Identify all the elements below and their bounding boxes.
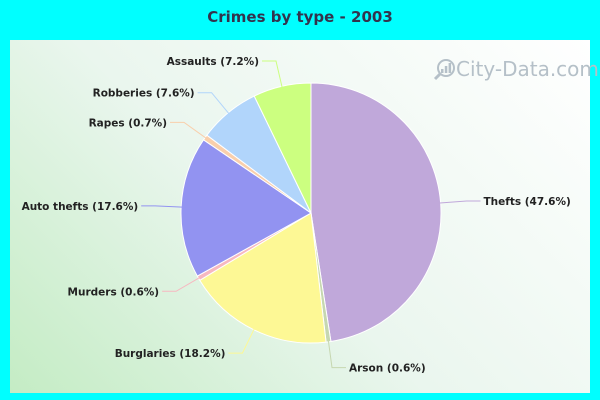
magnifier-chart-icon [433, 59, 455, 81]
slice-label: Auto thefts (17.6%) [22, 201, 139, 213]
watermark: City-Data.com [433, 57, 599, 81]
watermark-text: City-Data.com [456, 57, 599, 81]
leader-lines [141, 60, 481, 369]
leader-line [436, 200, 481, 204]
leader-line [228, 325, 257, 354]
slice-label: Murders (0.6%) [68, 286, 160, 298]
slice-label: Arson (0.6%) [349, 363, 426, 375]
pie-slice [310, 82, 442, 343]
slice-label: Burglaries (18.2%) [115, 348, 226, 360]
pie-slices [180, 82, 442, 344]
leader-line [197, 92, 232, 117]
slice-labels: Thefts (47.6%) Arson (0.6%) Burglaries (18… [22, 56, 571, 375]
slice-label: Robberies (7.6%) [93, 88, 195, 100]
leader-line [327, 337, 346, 369]
slice-label: Assaults (7.2%) [167, 56, 259, 68]
leader-line [162, 275, 203, 292]
chart-title: Crimes by type - 2003 [207, 8, 393, 26]
slice-label: Thefts (47.6%) [484, 196, 571, 208]
leader-line [170, 121, 209, 141]
leader-line [262, 60, 284, 91]
slice-label: Rapes (0.7%) [89, 117, 167, 129]
leader-line [141, 205, 186, 208]
